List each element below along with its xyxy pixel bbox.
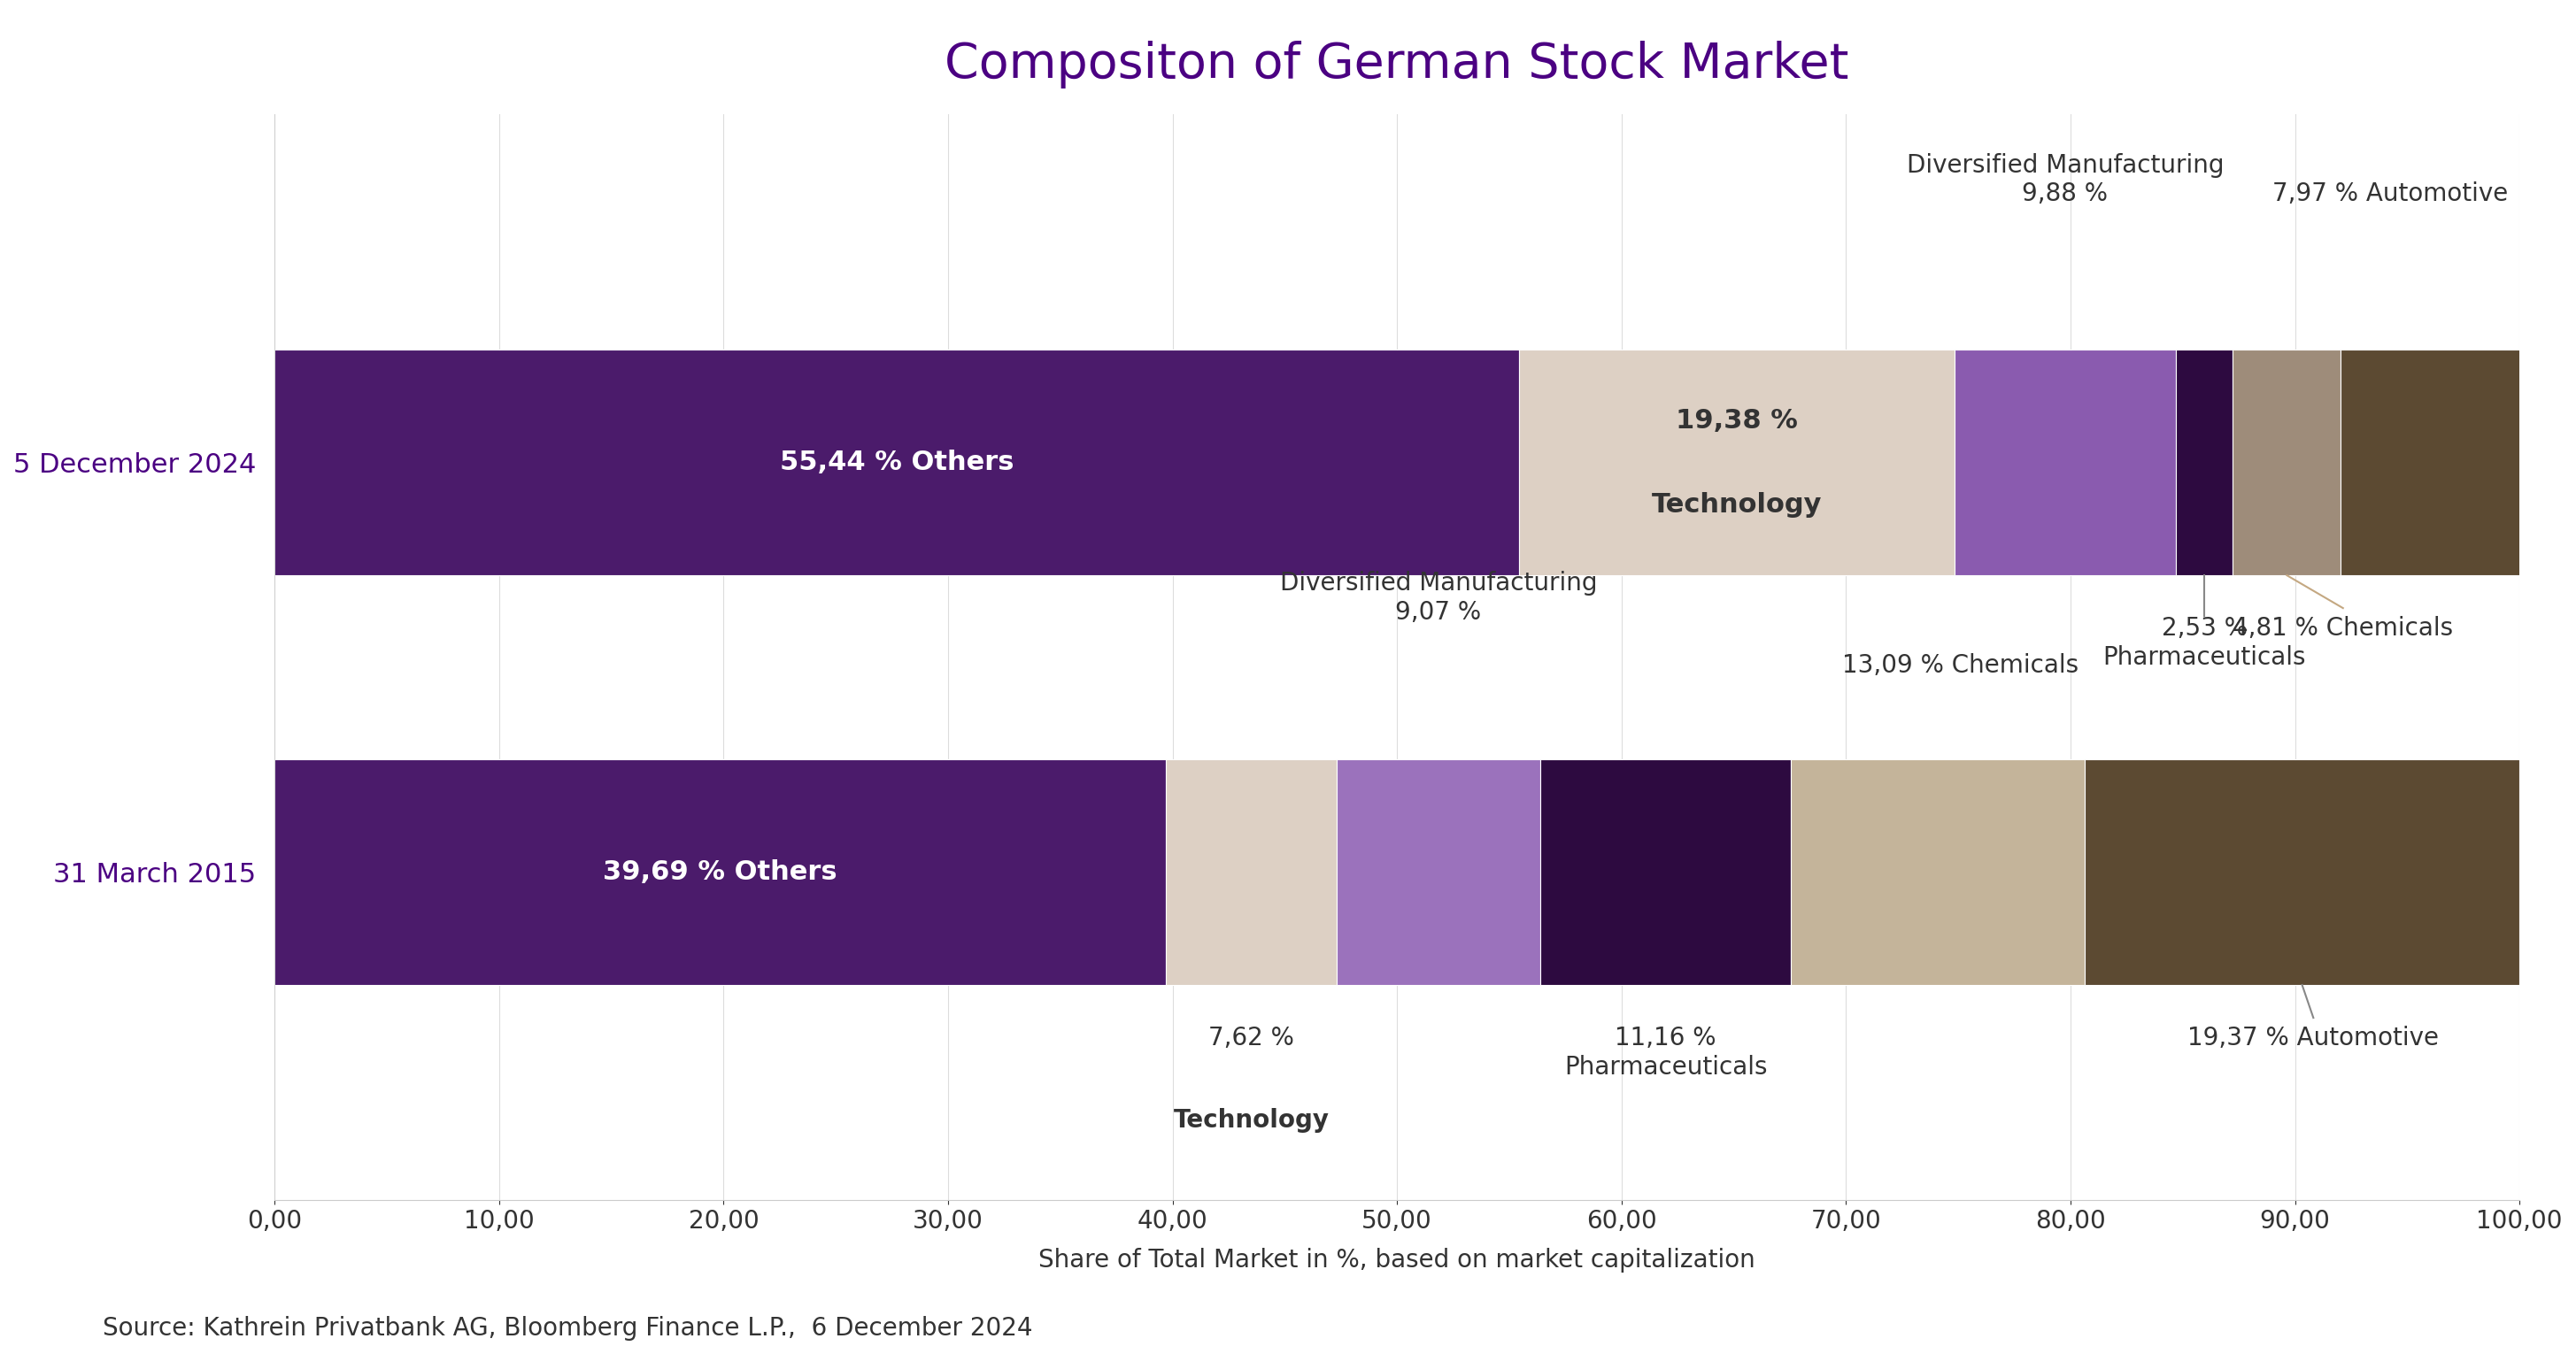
Text: 2,53 %
Pharmaceuticals: 2,53 % Pharmaceuticals	[2102, 616, 2306, 670]
Text: 7,97 % Automotive: 7,97 % Automotive	[2272, 181, 2509, 207]
Text: 19,38 %

Technology: 19,38 % Technology	[1651, 408, 1821, 517]
Bar	[1540, 760, 1790, 984]
Text: 11,16 %
Pharmaceuticals: 11,16 % Pharmaceuticals	[1564, 1026, 1767, 1079]
Text: Technology: Technology	[1172, 1108, 1329, 1133]
Text: Source: Kathrein Privatbank AG, Bloomberg Finance L.P.,  6 December 2024: Source: Kathrein Privatbank AG, Bloomber…	[103, 1316, 1033, 1340]
Bar	[1337, 760, 1540, 984]
Text: 39,69 % Others: 39,69 % Others	[603, 860, 837, 886]
Bar	[1790, 760, 2084, 984]
Bar	[2084, 760, 2519, 984]
Text: 7,62 %: 7,62 %	[1208, 1026, 1293, 1051]
Bar	[2233, 349, 2342, 575]
Text: Diversified Manufacturing
9,07 %: Diversified Manufacturing 9,07 %	[1280, 571, 1597, 624]
X-axis label: Share of Total Market in %, based on market capitalization: Share of Total Market in %, based on mar…	[1038, 1248, 1754, 1273]
Bar	[276, 760, 1164, 984]
Title: Compositon of German Stock Market: Compositon of German Stock Market	[945, 41, 1850, 88]
Bar	[1164, 760, 1337, 984]
Text: 19,37 % Automotive: 19,37 % Automotive	[2187, 1026, 2439, 1051]
Text: 13,09 % Chemicals: 13,09 % Chemicals	[1842, 653, 2079, 678]
Text: 4,81 % Chemicals: 4,81 % Chemicals	[2233, 616, 2452, 640]
Text: Diversified Manufacturing
9,88 %: Diversified Manufacturing 9,88 %	[1906, 153, 2223, 207]
Bar	[1955, 349, 2177, 575]
Bar	[276, 349, 1520, 575]
Bar	[2342, 349, 2519, 575]
Text: 55,44 % Others: 55,44 % Others	[781, 450, 1015, 475]
Bar	[1520, 349, 1955, 575]
Bar	[2177, 349, 2233, 575]
